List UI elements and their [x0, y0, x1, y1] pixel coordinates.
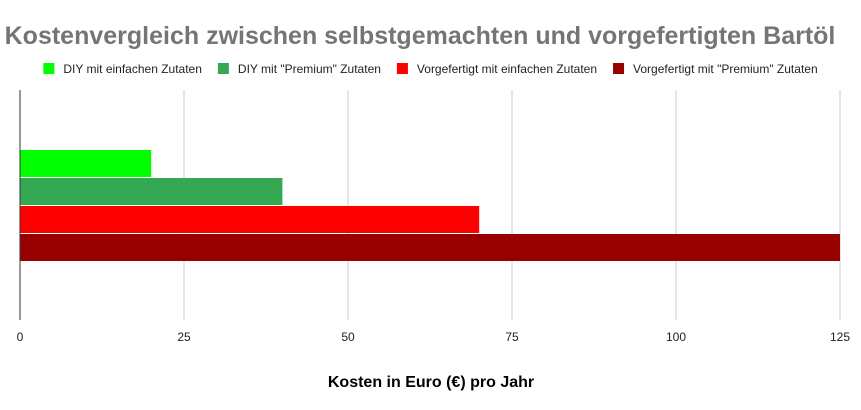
bars: [20, 150, 840, 261]
legend-swatch: [613, 63, 625, 74]
legend-swatch: [396, 63, 408, 74]
x-tick-label: 125: [830, 330, 850, 344]
x-axis-ticks: 0 25 50 75 100 125: [17, 330, 851, 344]
legend-swatch: [43, 63, 55, 74]
legend: DIY mit einfachen Zutaten DIY mit "Premiu…: [43, 62, 818, 76]
bar[interactable]: [20, 206, 480, 233]
x-tick-label: 75: [505, 330, 519, 344]
x-axis-title: Kosten in Euro (€) pro Jahr: [328, 374, 534, 391]
legend-label: DIY mit "Premium" Zutaten: [238, 62, 381, 76]
x-tick-label: 50: [341, 330, 355, 344]
legend-item[interactable]: DIY mit einfachen Zutaten: [43, 62, 202, 76]
bar[interactable]: [20, 234, 840, 261]
legend-label: Vorgefertigt mit einfachen Zutaten: [417, 62, 597, 76]
legend-item[interactable]: Vorgefertigt mit einfachen Zutaten: [396, 62, 597, 76]
x-tick-label: 25: [177, 330, 191, 344]
chart-title: Kostenvergleich zwischen selbstgemachten…: [5, 22, 836, 50]
x-tick-label: 100: [666, 330, 686, 344]
bar[interactable]: [20, 150, 152, 177]
legend-swatch: [217, 63, 229, 74]
gridlines: [183, 90, 841, 320]
legend-label: DIY mit einfachen Zutaten: [63, 62, 202, 76]
legend-item[interactable]: Vorgefertigt mit "Premium" Zutaten: [613, 62, 818, 76]
legend-label: Vorgefertigt mit "Premium" Zutaten: [633, 62, 818, 76]
bar[interactable]: [20, 178, 283, 205]
legend-item[interactable]: DIY mit "Premium" Zutaten: [217, 62, 381, 76]
x-tick-label: 0: [17, 330, 24, 344]
